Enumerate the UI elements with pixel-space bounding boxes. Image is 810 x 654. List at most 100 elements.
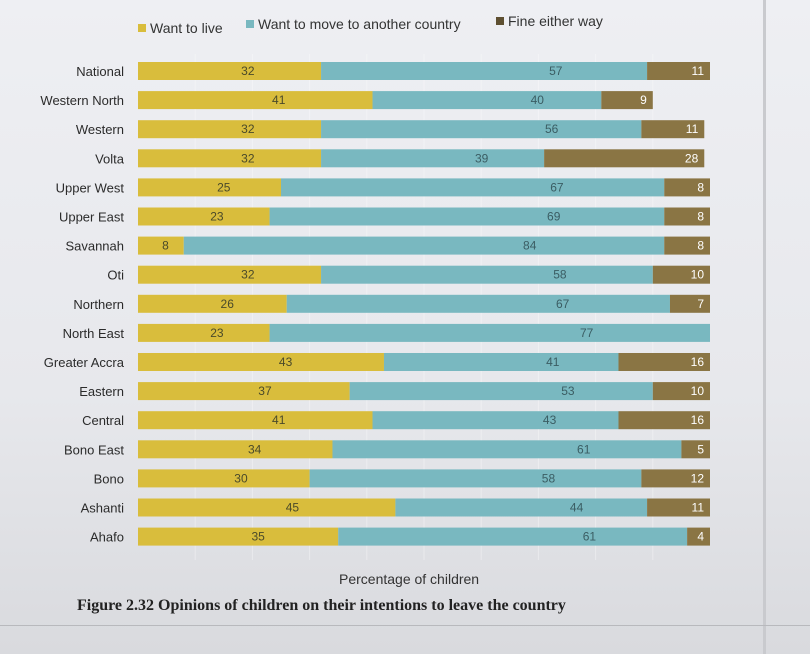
legend-item-want-to-live: Want to live [138, 20, 223, 36]
data-label-fine-either-way-upper-east: 8 [697, 210, 704, 224]
bar-fine-either-way-ahafo [687, 527, 710, 546]
bar-want-to-live-oti [138, 265, 322, 284]
legend-label-want-to-live: Want to live [150, 20, 223, 36]
bar-want-to-live-national [138, 62, 322, 80]
bar-fine-either-way-bono [641, 469, 710, 488]
bar-want-to-move-to-another-country-national [321, 62, 648, 80]
category-label-ashanti: Ashanti [81, 501, 124, 516]
bar-want-to-move-to-another-country-bono [309, 469, 642, 488]
page-edge [763, 0, 766, 654]
bar-fine-either-way-savannah [664, 236, 710, 255]
category-label-savannah: Savannah [65, 239, 124, 254]
data-label-want-to-move-to-another-country-north-east: 77 [580, 326, 594, 340]
legend-swatch-fine-either-way [496, 17, 504, 25]
data-label-want-to-move-to-another-country-national: 57 [549, 64, 563, 78]
data-label-fine-either-way-ashanti: 11 [692, 501, 705, 515]
bar-want-to-live-northern [138, 294, 287, 313]
data-label-fine-either-way-greater-accra: 16 [691, 355, 705, 369]
data-label-fine-either-way-western: 11 [686, 122, 699, 136]
bar-fine-either-way-western [641, 120, 705, 139]
data-label-want-to-live-savannah: 8 [162, 239, 169, 253]
data-label-want-to-move-to-another-country-upper-east: 69 [547, 210, 561, 224]
data-label-want-to-move-to-another-country-western: 56 [545, 122, 559, 136]
bar-fine-either-way-northern [669, 294, 710, 313]
data-label-want-to-live-western: 32 [241, 122, 255, 136]
data-label-fine-either-way-western-north: 9 [640, 93, 647, 107]
category-label-upper-east: Upper East [59, 210, 124, 225]
data-label-want-to-live-oti: 32 [241, 268, 255, 282]
data-label-fine-either-way-central: 16 [691, 413, 705, 427]
bar-want-to-move-to-another-country-western-north [372, 91, 602, 110]
category-label-bono: Bono [94, 471, 124, 486]
category-label-upper-west: Upper West [56, 180, 125, 195]
bar-want-to-live-upper-east [138, 207, 270, 226]
bar-want-to-move-to-another-country-northern [286, 294, 670, 313]
data-label-want-to-live-central: 41 [272, 413, 286, 427]
bar-want-to-move-to-another-country-ashanti [395, 498, 648, 517]
bar-want-to-live-ahafo [138, 527, 339, 546]
category-label-eastern: Eastern [79, 384, 124, 399]
bar-want-to-live-upper-west [138, 178, 281, 197]
category-label-ahafo: Ahafo [90, 530, 124, 545]
legend-item-want-to-move: Want to move to another country [246, 16, 461, 32]
data-label-want-to-move-to-another-country-ashanti: 44 [570, 501, 584, 515]
data-label-want-to-live-greater-accra: 43 [279, 355, 293, 369]
bar-want-to-move-to-another-country-western [321, 120, 642, 139]
bar-fine-either-way-greater-accra [618, 353, 710, 371]
category-label-national: National [76, 64, 124, 79]
legend-item-fine-either-way: Fine either way [496, 13, 603, 29]
data-label-want-to-move-to-another-country-greater-accra: 41 [546, 355, 560, 369]
data-label-want-to-live-north-east: 23 [210, 326, 224, 340]
category-label-oti: Oti [107, 268, 124, 283]
data-label-want-to-move-to-another-country-western-north: 40 [531, 93, 545, 107]
data-label-want-to-move-to-another-country-northern: 67 [556, 297, 570, 311]
data-label-want-to-live-volta: 32 [241, 151, 255, 165]
data-label-want-to-move-to-another-country-bono-east: 61 [577, 442, 591, 456]
bar-fine-either-way-upper-west [664, 178, 710, 197]
legend-label-fine-either-way: Fine either way [508, 13, 603, 29]
data-label-want-to-live-upper-west: 25 [217, 180, 231, 194]
legend-label-want-to-move: Want to move to another country [258, 16, 461, 32]
bar-want-to-move-to-another-country-north-east [269, 323, 710, 342]
category-label-central: Central [82, 413, 124, 428]
data-label-want-to-live-bono-east: 34 [248, 442, 262, 456]
bar-want-to-live-greater-accra [138, 353, 384, 371]
data-label-fine-either-way-savannah: 8 [697, 239, 704, 253]
bar-want-to-move-to-another-country-oti [321, 265, 653, 284]
legend-swatch-want-to-move [246, 20, 254, 28]
bar-want-to-move-to-another-country-greater-accra [383, 353, 619, 371]
bar-fine-either-way-central [618, 411, 710, 430]
data-label-fine-either-way-bono: 12 [691, 471, 705, 485]
bar-want-to-live-central [138, 411, 373, 430]
data-label-fine-either-way-volta: 28 [685, 151, 699, 165]
data-label-want-to-live-upper-east: 23 [210, 210, 224, 224]
data-label-want-to-move-to-another-country-ahafo: 61 [583, 530, 597, 544]
data-label-want-to-move-to-another-country-savannah: 84 [523, 239, 537, 253]
bar-fine-either-way-oti [652, 265, 710, 284]
bar-fine-either-way-bono-east [681, 440, 710, 459]
bar-want-to-live-bono [138, 469, 310, 488]
chart-legend: Want to live Want to move to another cou… [0, 13, 810, 42]
bar-fine-either-way-national [647, 62, 710, 80]
bar-want-to-live-ashanti [138, 498, 396, 517]
data-label-fine-either-way-bono-east: 5 [697, 442, 704, 456]
bar-want-to-live-north-east [138, 323, 270, 342]
data-label-want-to-move-to-another-country-oti: 58 [553, 268, 567, 282]
figure-caption: Figure 2.32 Opinions of children on thei… [77, 597, 566, 614]
data-label-want-to-move-to-another-country-bono: 58 [542, 471, 556, 485]
data-label-fine-either-way-ahafo: 4 [697, 530, 704, 544]
data-label-fine-either-way-national: 11 [692, 64, 705, 78]
category-label-northern: Northern [73, 297, 124, 312]
bottom-rule [0, 625, 810, 626]
data-label-fine-either-way-eastern: 10 [691, 384, 705, 398]
category-label-volta: Volta [95, 151, 125, 166]
bar-fine-either-way-eastern [652, 382, 710, 401]
bar-fine-either-way-volta [544, 149, 705, 168]
bar-want-to-move-to-another-country-savannah [183, 236, 665, 255]
data-label-fine-either-way-oti: 10 [691, 268, 705, 282]
data-label-want-to-live-eastern: 37 [258, 384, 272, 398]
legend-swatch-want-to-live [138, 24, 146, 32]
bar-fine-either-way-upper-east [664, 207, 710, 226]
bar-want-to-move-to-another-country-ahafo [338, 527, 688, 546]
bar-want-to-move-to-another-country-volta [321, 149, 545, 168]
